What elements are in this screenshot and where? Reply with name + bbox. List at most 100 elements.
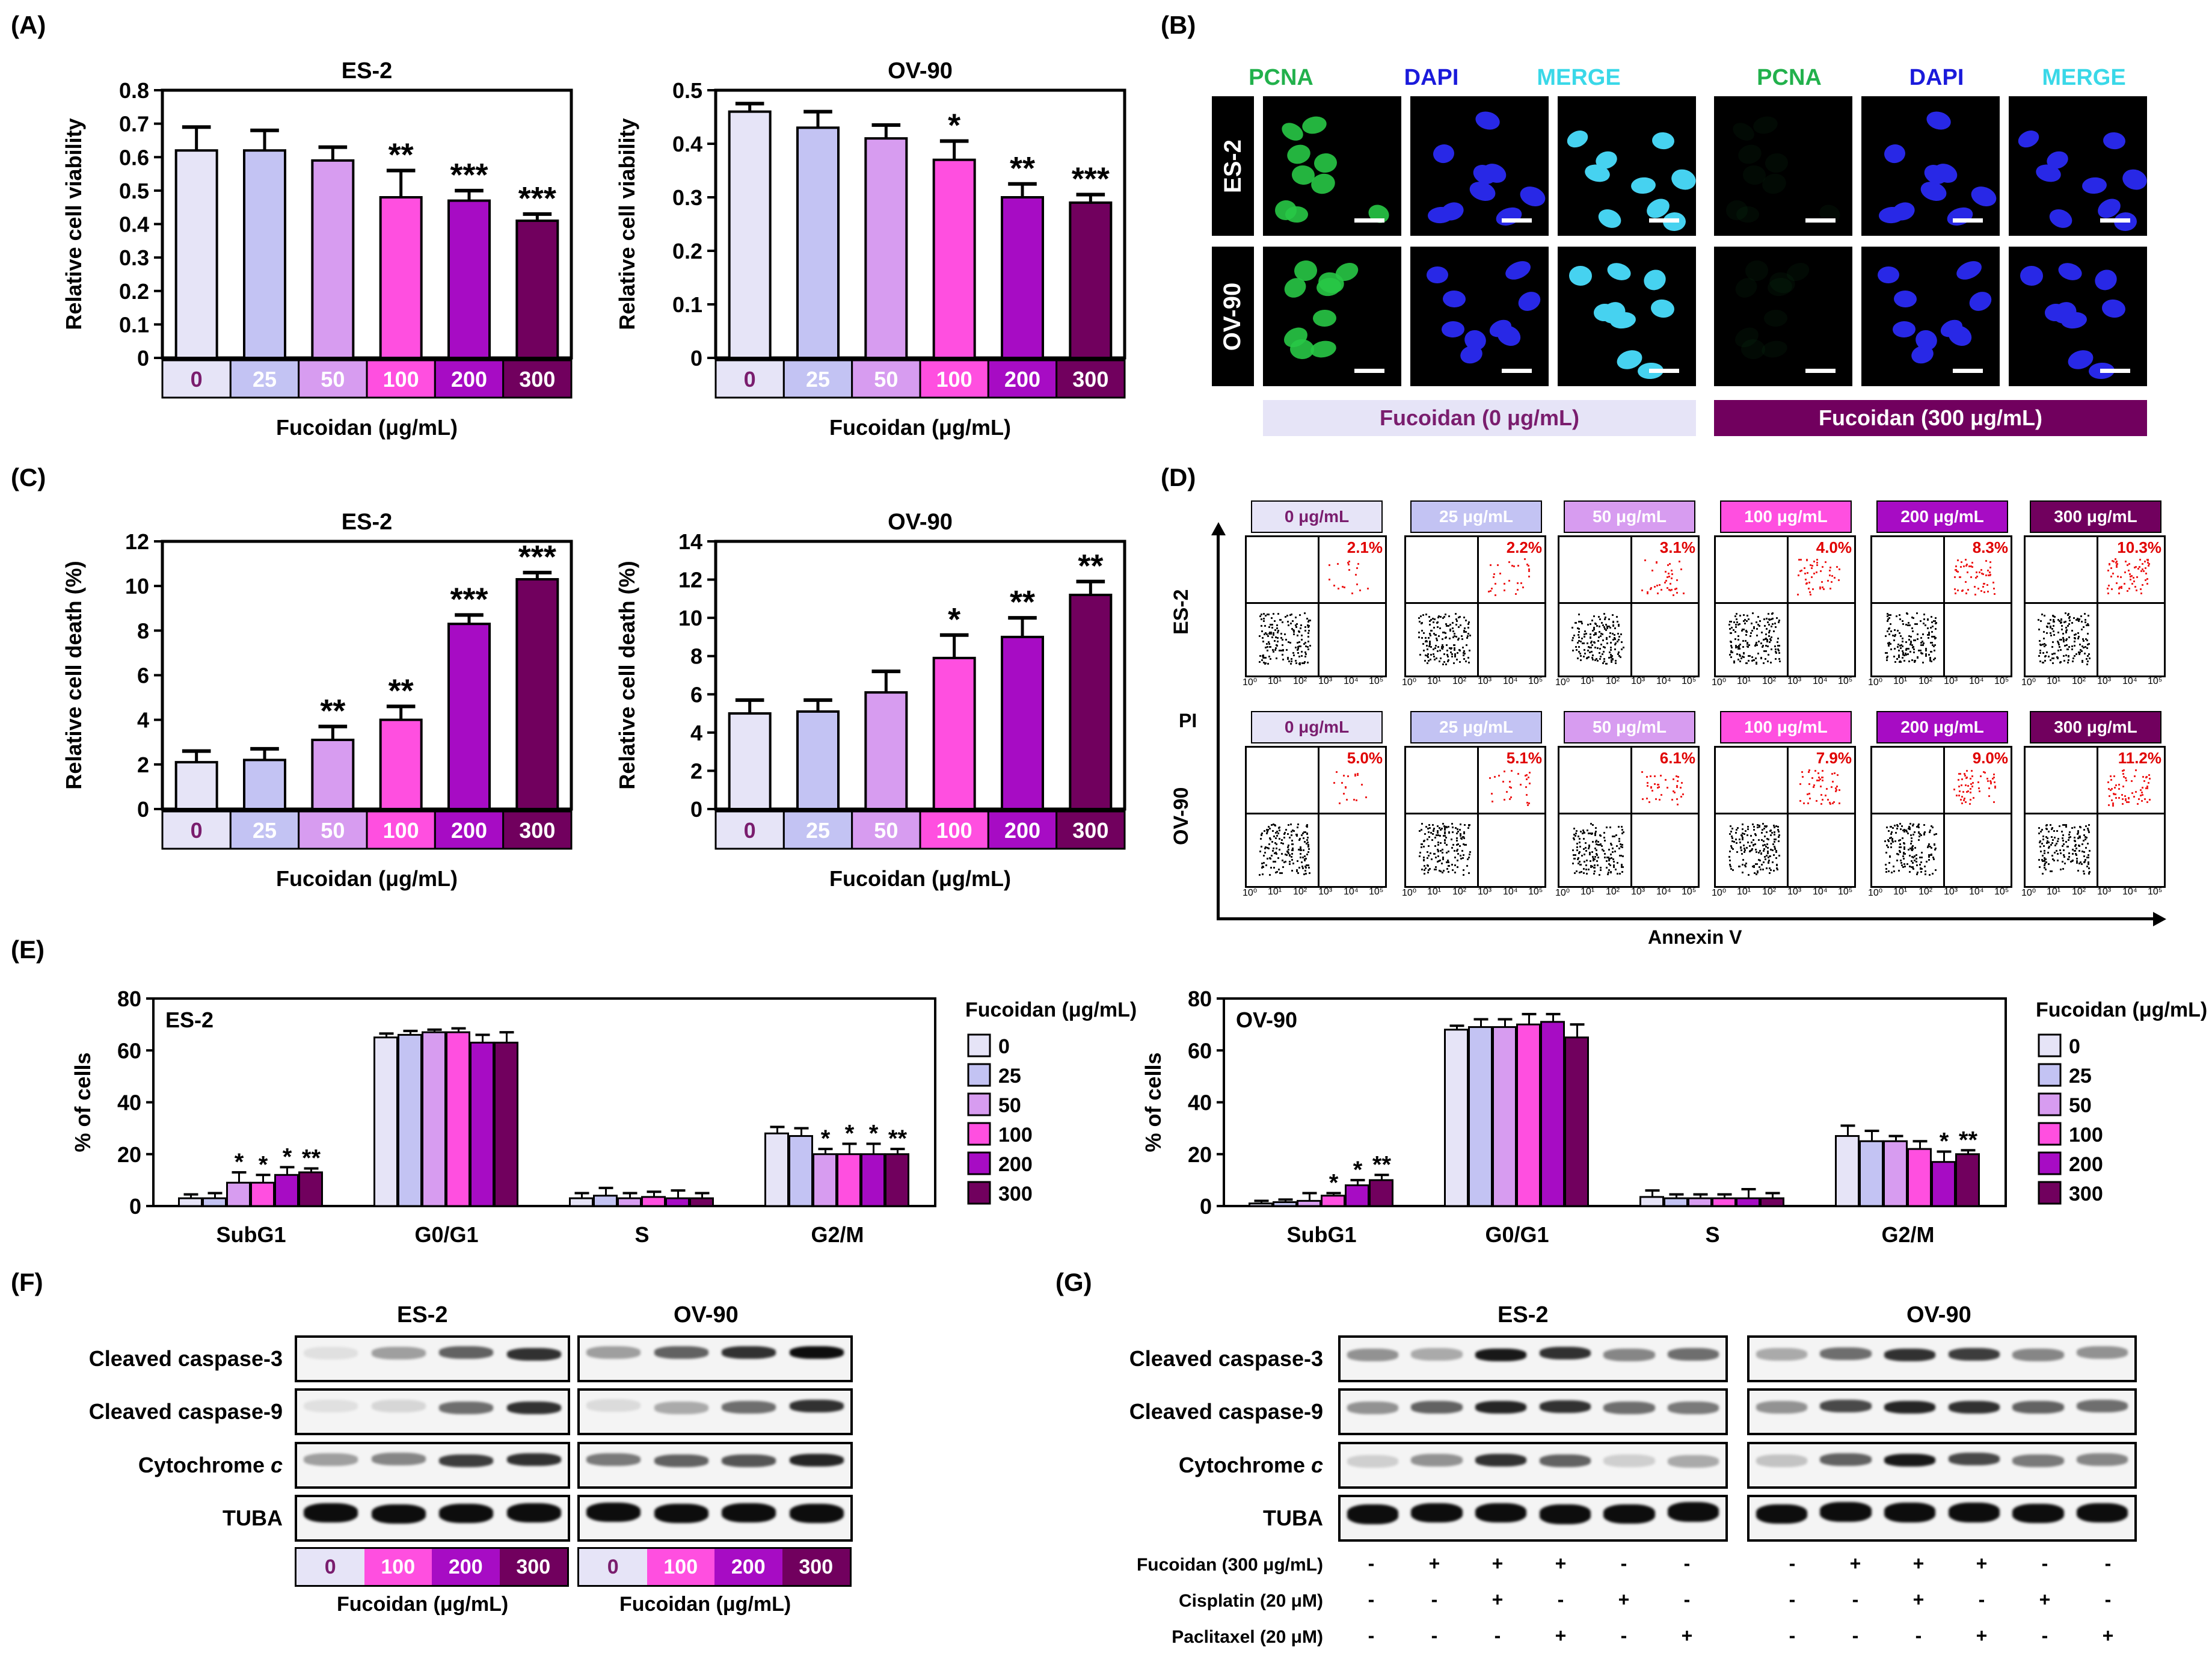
nucleus bbox=[1442, 290, 1466, 308]
event-dot bbox=[1907, 647, 1909, 650]
event-dot bbox=[1596, 854, 1598, 857]
dose-bar-0: Fucoidan (0 μg/mL) bbox=[1263, 400, 1696, 436]
event-dot bbox=[1276, 834, 1279, 837]
event-dot bbox=[1585, 873, 1588, 875]
apoptotic-dot bbox=[1650, 586, 1653, 589]
apoptotic-dot bbox=[1510, 786, 1512, 789]
event-dot bbox=[2043, 642, 2045, 645]
event-dot bbox=[1755, 641, 1757, 644]
bar bbox=[446, 1031, 470, 1207]
event-dot bbox=[2059, 662, 2062, 664]
event-dot bbox=[1761, 863, 1763, 866]
event-dot bbox=[1282, 621, 1284, 623]
apoptotic-dot bbox=[2139, 558, 2142, 561]
apoptotic-dot bbox=[1335, 771, 1338, 773]
event-dot bbox=[2083, 851, 2086, 854]
event-dot bbox=[1447, 871, 1449, 873]
event-dot bbox=[2042, 638, 2045, 640]
event-dot bbox=[1303, 849, 1305, 852]
event-dot bbox=[1934, 869, 1937, 872]
event-dot bbox=[1730, 656, 1732, 658]
event-dot bbox=[1429, 643, 1431, 645]
event-dot bbox=[2087, 854, 2089, 857]
event-dot bbox=[1452, 636, 1454, 639]
event-dot bbox=[1892, 634, 1894, 636]
event-dot bbox=[1753, 872, 1756, 875]
band bbox=[2077, 1346, 2128, 1359]
event-dot bbox=[1295, 869, 1298, 872]
event-dot bbox=[1591, 620, 1593, 622]
x-tick-label: 10³ bbox=[1944, 676, 1958, 686]
event-dot bbox=[2060, 624, 2063, 627]
event-dot bbox=[2059, 849, 2062, 852]
significance-label: * bbox=[1353, 1157, 1363, 1183]
event-dot bbox=[1613, 633, 1615, 636]
event-dot bbox=[2083, 828, 2085, 831]
event-dot bbox=[2065, 825, 2068, 828]
x-tick-label: 10⁰ bbox=[1868, 888, 1883, 898]
dose-box bbox=[298, 810, 368, 850]
event-dot bbox=[1774, 839, 1777, 841]
event-dot bbox=[1426, 838, 1428, 840]
event-dot bbox=[1728, 620, 1731, 623]
event-dot bbox=[2083, 855, 2085, 858]
apoptotic-dot bbox=[1528, 575, 1530, 577]
event-dot bbox=[1298, 614, 1301, 616]
blot-ov90 bbox=[1747, 1388, 2137, 1435]
event-dot bbox=[1434, 618, 1436, 620]
bar bbox=[728, 712, 772, 811]
event-dot bbox=[1774, 622, 1777, 624]
quadrant-h bbox=[1247, 602, 1385, 604]
event-dot bbox=[1908, 660, 1911, 663]
event-dot bbox=[1890, 871, 1893, 873]
apoptotic-dot bbox=[2147, 558, 2149, 561]
event-dot bbox=[1929, 845, 1931, 848]
event-dot bbox=[2041, 842, 2043, 845]
event-dot bbox=[1452, 844, 1454, 846]
event-dot bbox=[1441, 827, 1443, 829]
event-dot bbox=[1889, 825, 1891, 828]
event-dot bbox=[1886, 612, 1888, 615]
event-dot bbox=[1764, 658, 1766, 660]
channel-label-pcna: PCNA bbox=[1757, 65, 1822, 90]
bar bbox=[641, 1196, 666, 1207]
event-dot bbox=[1279, 848, 1281, 851]
event-dot bbox=[1767, 645, 1769, 647]
lane-labels: 0 100 200 300 bbox=[295, 1547, 569, 1587]
event-dot bbox=[1261, 636, 1264, 639]
apoptotic-dot bbox=[1799, 800, 1801, 802]
event-dot bbox=[1595, 839, 1597, 842]
event-dot bbox=[2045, 651, 2048, 653]
event-dot bbox=[2082, 638, 2085, 640]
event-dot bbox=[1896, 853, 1899, 855]
apoptotic-dot bbox=[1529, 783, 1531, 785]
event-dot bbox=[1465, 630, 1467, 633]
scale-bar bbox=[2100, 218, 2130, 223]
x-axis-label: Fucoidan (μg/mL) bbox=[829, 866, 1011, 891]
event-dot bbox=[1903, 852, 1905, 854]
event-dot bbox=[2045, 868, 2047, 870]
event-dot bbox=[2088, 624, 2090, 627]
band bbox=[1539, 1504, 1591, 1524]
event-dot bbox=[1603, 660, 1605, 662]
apoptotic-dot bbox=[1961, 778, 1963, 781]
event-dot bbox=[1591, 832, 1593, 834]
event-dot bbox=[2057, 632, 2060, 634]
event-dot bbox=[1295, 647, 1297, 649]
y-tick-label: 8 bbox=[690, 644, 702, 669]
treatment-sign: - bbox=[1789, 1625, 1796, 1646]
event-dot bbox=[1451, 653, 1453, 656]
event-dot bbox=[1920, 861, 1923, 864]
legend-label: 0 bbox=[998, 1035, 1010, 1058]
event-dot bbox=[1925, 650, 1928, 652]
event-dot bbox=[1931, 854, 1933, 857]
event-dot bbox=[1765, 845, 1768, 848]
apoptotic-dot bbox=[2125, 799, 2127, 802]
event-dot bbox=[1909, 854, 1911, 857]
chart-title: OV-90 bbox=[1236, 1008, 1297, 1032]
event-dot bbox=[2072, 859, 2074, 861]
apoptotic-dot bbox=[1656, 784, 1659, 786]
event-dot bbox=[1439, 842, 1442, 844]
event-dot bbox=[1616, 616, 1618, 618]
